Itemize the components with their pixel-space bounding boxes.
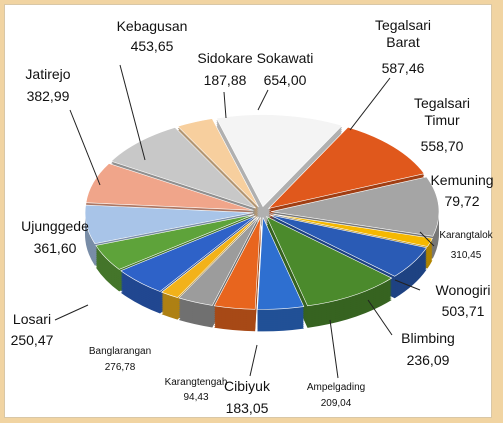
category-label: Kemuning [430, 172, 494, 188]
slice [177, 118, 259, 208]
value-label: 587,46 [381, 60, 425, 76]
value-label: 310,45 [450, 250, 482, 261]
category-label: Blimbing [401, 330, 455, 346]
value-label: 654,00 [263, 72, 307, 88]
leader-line [223, 91, 227, 119]
category-label: Tegalsari Barat [374, 17, 432, 50]
slice [267, 126, 425, 209]
slice [160, 216, 258, 298]
category-label: Tegalsari Timur [413, 95, 471, 128]
category-label: Ampelgading [306, 382, 366, 393]
leader-line [419, 231, 435, 247]
value-label: 94,43 [183, 392, 209, 403]
slice [266, 215, 393, 307]
value-label: 453,65 [130, 38, 174, 54]
slice [213, 217, 261, 310]
category-label: Wonogiri [435, 282, 491, 298]
leader-line [394, 279, 421, 291]
slice [110, 127, 256, 209]
leader-line [367, 299, 393, 336]
value-label: 187,88 [203, 72, 247, 88]
slice [216, 114, 343, 208]
leader-line [257, 89, 269, 111]
slice [270, 176, 440, 237]
slice [178, 216, 259, 306]
value-label: 209,04 [320, 398, 352, 409]
category-label: Cibiyuk [224, 378, 270, 394]
value-label: 503,71 [441, 303, 485, 319]
slice [85, 163, 254, 211]
leader-line [349, 77, 391, 131]
category-label: Banglarangan [88, 346, 152, 357]
value-label: 558,70 [420, 138, 464, 154]
value-label: 361,60 [33, 240, 77, 256]
category-label: Ujunggede [21, 218, 89, 234]
value-label: 79,72 [444, 193, 480, 209]
slice [269, 214, 428, 277]
slice [257, 217, 305, 310]
value-label: 276,78 [104, 362, 136, 373]
category-label: Kebagusan [116, 18, 188, 34]
category-label: Jatirejo [25, 66, 71, 82]
leader-line [329, 319, 339, 379]
leader-line [54, 304, 89, 321]
value-label: 382,99 [26, 88, 70, 104]
value-label: 183,05 [225, 400, 269, 416]
category-label: Sidokare [197, 50, 253, 66]
leader-line [69, 109, 101, 186]
slice [95, 214, 255, 270]
leader-line [249, 344, 258, 377]
category-label: Sokawati [256, 50, 314, 66]
leader-line [119, 64, 146, 161]
slice [84, 204, 254, 244]
category-label: Karangtalok [439, 230, 493, 241]
slice [120, 215, 256, 292]
value-label: 250,47 [10, 332, 54, 348]
category-label: Karangtengah [164, 377, 228, 388]
category-label: Losari [12, 311, 52, 327]
value-label: 236,09 [406, 352, 450, 368]
